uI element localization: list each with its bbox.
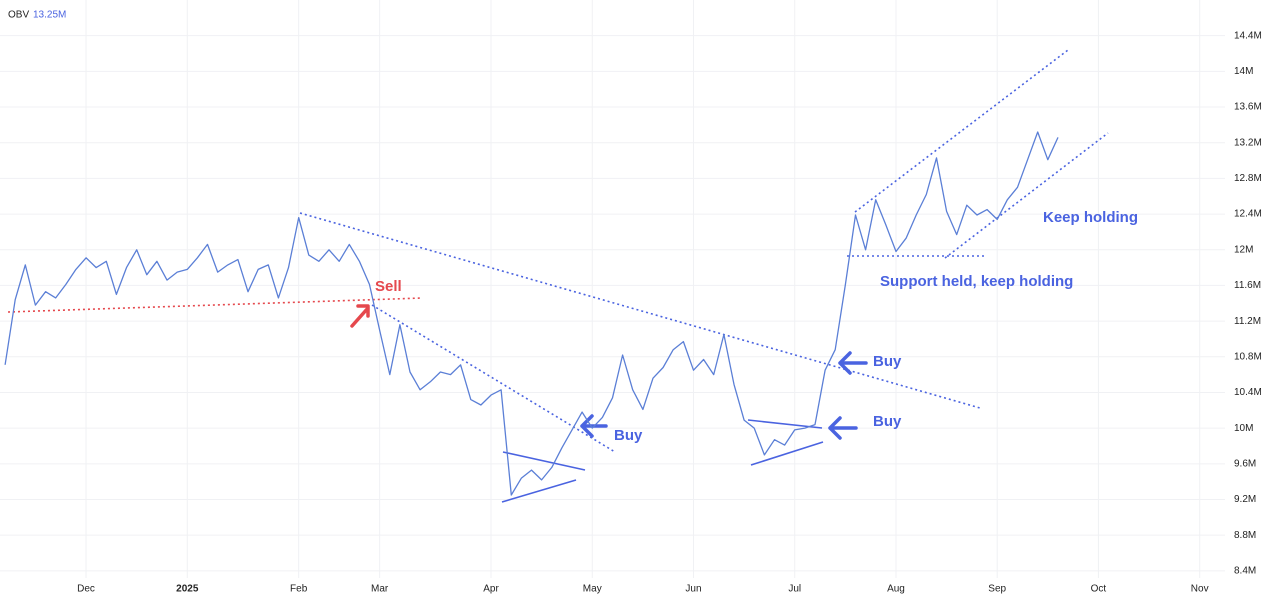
indicator-name: OBV (8, 10, 29, 21)
arrow (828, 416, 858, 440)
y-tick-label: 11.6M (1234, 280, 1261, 291)
trend-line (502, 451, 586, 471)
y-tick-label: 13.2M (1234, 137, 1262, 148)
y-tick-label: 8.8M (1234, 530, 1256, 541)
annotation: Buy (873, 353, 902, 370)
y-tick-label: 9.2M (1234, 494, 1256, 505)
trend-line (7, 297, 423, 313)
y-tick-label: 14.4M (1234, 30, 1262, 41)
trend-line (750, 441, 824, 466)
annotation: Sell (375, 278, 402, 295)
y-tick-label: 8.4M (1234, 566, 1256, 577)
trend-line (501, 479, 577, 503)
y-tick-label: 9.6M (1234, 458, 1256, 469)
annotation: Support held, keep holding (880, 273, 1073, 290)
x-tick-label: Jul (788, 584, 801, 595)
y-tick-label: 11.2M (1234, 316, 1261, 327)
arrow (838, 351, 868, 375)
x-tick-label: May (583, 584, 602, 595)
x-tick-label: Dec (77, 584, 95, 595)
trend-line (944, 132, 1109, 259)
x-tick-label: Nov (1191, 584, 1209, 595)
y-tick-label: 10.4M (1234, 387, 1262, 398)
x-tick-label: Sep (988, 584, 1006, 595)
y-tick-label: 12.4M (1234, 209, 1262, 220)
y-tick-label: 12M (1234, 244, 1253, 255)
annotation: Keep holding (1043, 209, 1138, 226)
x-tick-label: Feb (290, 584, 308, 595)
indicator-value: 13.25M (33, 10, 66, 21)
grid (0, 0, 1225, 578)
y-tick-label: 10M (1234, 423, 1253, 434)
x-tick-label: 2025 (176, 584, 199, 595)
y-tick-label: 12.8M (1234, 173, 1262, 184)
trend-line (371, 304, 616, 453)
obv-line (4, 131, 1059, 496)
x-tick-label: Aug (887, 584, 905, 595)
annotation: Buy (614, 427, 643, 444)
annotation: Buy (873, 413, 902, 430)
x-tick-label: Mar (371, 584, 389, 595)
x-tick-label: Jun (685, 584, 701, 595)
y-tick-label: 10.8M (1234, 351, 1262, 362)
arrow (350, 304, 370, 328)
x-tick-label: Apr (483, 584, 499, 595)
y-tick-label: 14M (1234, 66, 1253, 77)
x-tick-label: Oct (1091, 584, 1107, 595)
y-tick-label: 13.6M (1234, 102, 1262, 113)
trend-drawings (7, 49, 1109, 503)
plot (4, 131, 1059, 496)
